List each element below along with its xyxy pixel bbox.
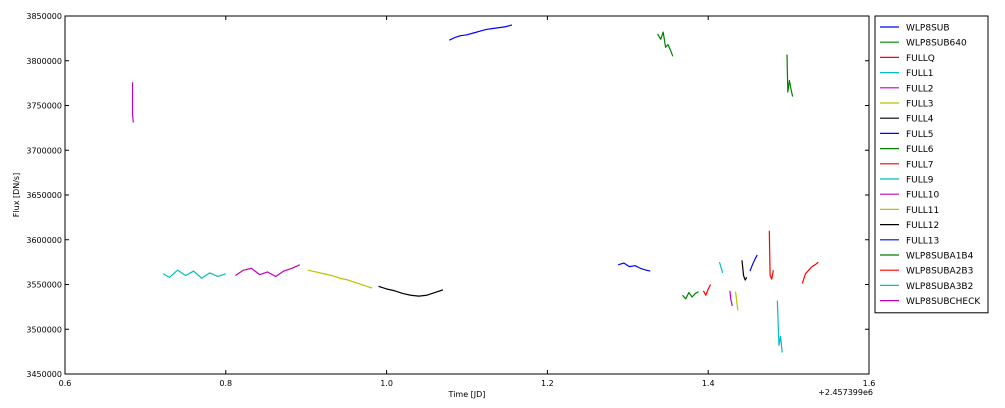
y-tick-label: 3500000 (26, 325, 62, 334)
x-tick-label: 1.2 (541, 379, 554, 388)
series-line-wlp8subcheck (131, 82, 134, 123)
y-tick-label: 3550000 (26, 281, 62, 290)
y-tick-label: 3450000 (26, 370, 62, 379)
series-group (131, 24, 819, 353)
legend-entry-label: FULL10 (906, 191, 940, 201)
series-line-wlp8sub640 (657, 31, 674, 57)
legend-entry-label: WLP8SUB (906, 24, 950, 34)
legend-entry-label: WLP8SUBA2B3 (906, 267, 973, 277)
y-tick-label: 3750000 (26, 102, 62, 111)
series-line-full13 (749, 254, 758, 272)
series-line-full1 (162, 269, 226, 279)
series-line-full7 (768, 230, 774, 280)
series-line-full6 (682, 291, 699, 300)
y-tick-label: 3600000 (26, 236, 62, 245)
series-line-wlp8sub (449, 24, 513, 41)
legend-entry-label: FULL13 (906, 236, 939, 246)
legend-entry-label: FULL7 (906, 160, 934, 170)
legend-entry-label: WLP8SUBA1B4 (906, 252, 974, 262)
legend-entry-label: FULLQ (906, 54, 935, 64)
x-ticks: 0.6 0.8 1.0 1.2 1.4 1.6 (59, 16, 876, 388)
series-line-wlp8suba3b2 (776, 300, 783, 353)
x-tick-label: 0.8 (219, 379, 232, 388)
x-tick-label: 1.4 (702, 379, 715, 388)
legend-entry-label: WLP8SUB640 (906, 39, 967, 49)
series-line-wlp8suba1b4 (786, 54, 794, 97)
y-tick-label: 3650000 (26, 191, 62, 200)
series-line-full4 (378, 285, 444, 297)
series-line-full3 (307, 269, 373, 289)
legend-entry-label: FULL2 (906, 84, 934, 94)
y-ticks: 3450000 3500000 3550000 3600000 3650000 37000… (26, 12, 869, 379)
x-tick-label: 1.0 (380, 379, 393, 388)
series-line-full11 (734, 291, 739, 311)
legend-entry-label: FULL6 (906, 145, 934, 155)
series-line-full2 (235, 264, 301, 278)
legend-entry-label: WLP8SUBA3B2 (906, 282, 973, 292)
legend: WLP8SUB WLP8SUB640 FULLQ FULL1 FULL2 FULL3 FUL… (874, 15, 989, 314)
legend-entry-label: FULL3 (906, 100, 934, 110)
x-axis-label: Time [JD] (448, 390, 486, 399)
series-line-full10 (729, 290, 733, 307)
legend-entry-label: FULL4 (906, 115, 934, 125)
legend-entry-label: FULL12 (906, 221, 939, 231)
legend-entry-label: FULL11 (906, 206, 939, 216)
x-tick-label: 1.6 (863, 379, 876, 388)
series-line-full12 (741, 260, 748, 281)
y-axis-label: Flux [DN/s] (12, 173, 21, 217)
series-line-fullq (702, 284, 712, 296)
legend-entry-label: FULL9 (906, 176, 934, 186)
y-tick-label: 3800000 (26, 57, 62, 66)
y-tick-label: 3700000 (26, 146, 62, 155)
y-tick-label: 3850000 (26, 12, 62, 21)
legend-entry-label: FULL1 (906, 69, 934, 79)
series-line-wlp8suba2b3 (801, 261, 819, 284)
series-line-full5 (617, 262, 651, 272)
series-line-full9 (718, 261, 724, 274)
legend-entry-label: FULL5 (906, 130, 934, 140)
axes-frame (64, 15, 870, 375)
x-axis-offset-label: +2.457399e6 (818, 388, 873, 397)
legend-entry-label: WLP8SUBCHECK (906, 297, 981, 307)
x-tick-label: 0.6 (59, 379, 72, 388)
